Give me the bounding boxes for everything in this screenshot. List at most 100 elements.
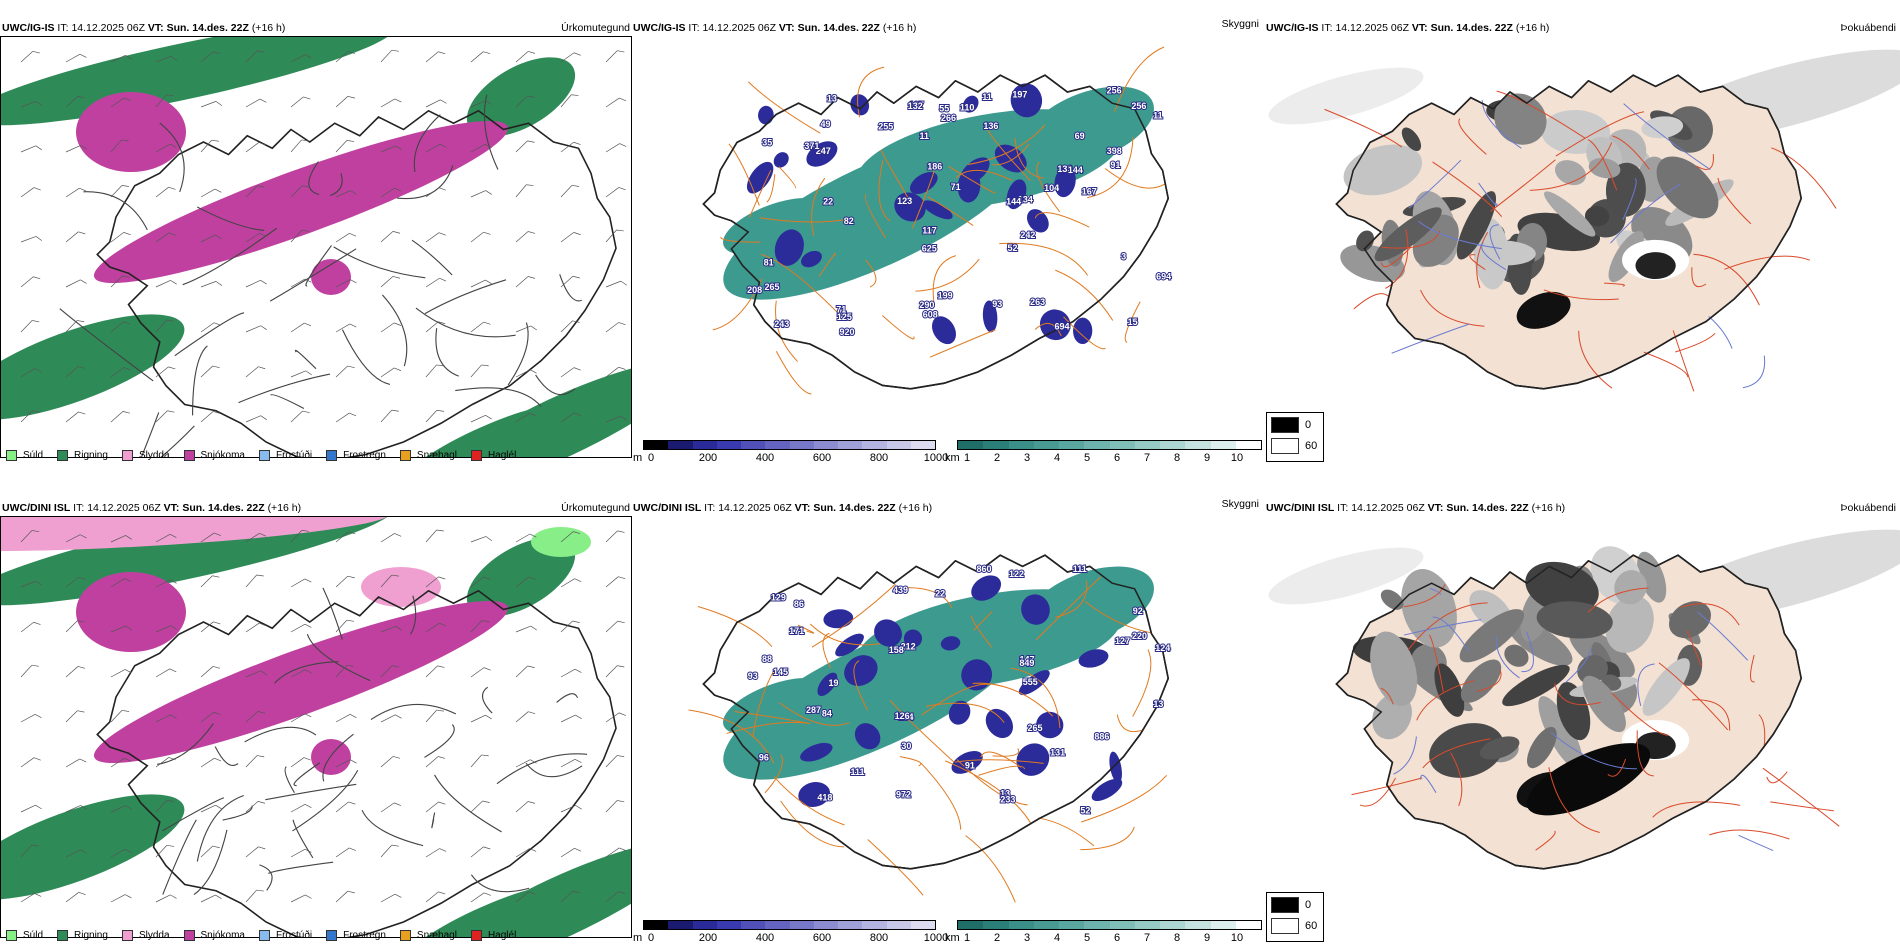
wind-barb-flag — [571, 94, 579, 96]
ceiling-area — [961, 659, 993, 691]
wind-barb — [515, 95, 528, 108]
wind-barb-flag — [574, 412, 582, 416]
wind-barb — [560, 578, 575, 588]
cloud-title: Skyggni — [1221, 498, 1259, 510]
ceiling-value: 13 — [827, 94, 837, 104]
wind-barb — [515, 140, 528, 153]
road-line — [728, 143, 760, 206]
precip-map[interactable] — [0, 36, 632, 458]
vt-label: VT: — [163, 502, 180, 514]
colorbar-step — [1008, 441, 1034, 449]
wind-barb — [605, 800, 618, 813]
wind-barb-flag — [79, 187, 87, 192]
road-line — [1034, 322, 1062, 337]
colorbar-step — [1235, 921, 1261, 929]
model-name: UWC/IG-IS — [1266, 22, 1319, 34]
fog-map[interactable] — [1266, 36, 1900, 446]
cloud-map[interactable]: 197 167 139 110 69 134 81 91 144 136 107 186 290 263 6… — [633, 36, 1265, 446]
ceiling-tick: 1000 — [923, 452, 949, 464]
wind-barb-flag — [215, 804, 222, 810]
wind-barb — [245, 622, 260, 633]
visibility-area — [723, 197, 830, 255]
wind-barb-flag — [346, 619, 354, 622]
wind-barb-flag — [527, 276, 536, 279]
road-line — [948, 165, 996, 194]
ceiling-value: 860 — [976, 564, 991, 574]
colorbar-step — [765, 921, 790, 929]
road-line — [1766, 771, 1788, 784]
road-line — [483, 94, 499, 170]
fog-map-svg — [1268, 529, 1900, 870]
snow-area — [311, 259, 351, 295]
ceiling-area — [817, 672, 838, 696]
wind-barb — [155, 410, 168, 423]
wind-barb — [605, 620, 618, 633]
wind-barb-flag — [394, 893, 402, 898]
wind-barb-flag — [125, 535, 132, 540]
visibility-area — [723, 677, 830, 735]
wind-barb-flag — [394, 802, 401, 806]
wind-barb-flag — [617, 620, 625, 624]
wind-barb-flag — [392, 756, 401, 759]
road-line — [1521, 631, 1534, 673]
cloud-panel: UWC/IG-IS IT: 14.12.2025 06Z VT: Sun. 14… — [633, 14, 1265, 464]
wind-barb — [605, 891, 619, 903]
wind-barb-flag — [391, 49, 399, 52]
wind-barb — [155, 94, 167, 108]
wind-barb-flag — [33, 187, 41, 191]
precip-map[interactable] — [0, 516, 632, 938]
fog-map[interactable] — [1266, 516, 1900, 926]
legend-label: Frostúði — [275, 930, 313, 941]
wind-barb — [425, 277, 440, 288]
wind-barb — [290, 370, 306, 378]
legend-swatch — [258, 930, 270, 941]
wind-barb-flag — [121, 185, 130, 187]
wind-barb — [110, 411, 124, 423]
snow-area — [104, 683, 318, 751]
wind-barb — [470, 667, 485, 678]
road-line — [1565, 648, 1592, 683]
wind-barb-flag — [395, 145, 402, 151]
road-line — [1084, 601, 1151, 634]
wind-barb — [425, 410, 438, 423]
wind-barb — [425, 99, 441, 108]
wind-barb-flag — [529, 848, 537, 852]
wind-barb-flag — [437, 665, 445, 668]
wind-barb-flag — [530, 625, 537, 631]
wind-barb — [515, 325, 531, 333]
legend-item: Frostúði — [258, 450, 312, 461]
wind-barb-flag — [305, 54, 312, 59]
wind-barb-flag — [527, 231, 536, 234]
wind-barb-flag — [617, 665, 625, 668]
wind-barb — [380, 231, 394, 243]
road-line — [956, 759, 1028, 806]
road-line — [760, 253, 838, 314]
road-line — [1691, 267, 1707, 288]
road-line — [294, 349, 317, 370]
fog-area — [1504, 644, 1529, 667]
wind-barb — [515, 369, 531, 378]
ceiling-tick: 600 — [812, 452, 832, 464]
snow-area — [76, 572, 186, 652]
forecast-row: UWC/IG-IS IT: 14.12.2025 06Z VT: Sun. 14… — [0, 0, 1900, 470]
wind-barb — [20, 236, 37, 243]
wind-barb-flag — [212, 845, 220, 849]
wind-barb — [605, 97, 620, 108]
wind-barb — [290, 410, 303, 423]
colorbar-step — [668, 441, 693, 449]
wind-barb-flag — [304, 578, 312, 583]
colorbar-step — [886, 441, 911, 449]
wind-barb — [155, 714, 171, 723]
cloud-map[interactable]: 212 131 134 88 126 127 92 124 886 439 220 860 555 91 3… — [633, 516, 1265, 926]
wind-barb-flag — [438, 801, 446, 805]
wind-barb — [290, 623, 306, 633]
road-line — [1770, 801, 1834, 812]
road-line — [1696, 611, 1749, 661]
road-line — [945, 760, 1032, 824]
wind-barb-flag — [259, 622, 267, 627]
road-line — [971, 615, 993, 648]
legend-label: Snæhagl — [416, 450, 457, 461]
ceiling-area — [932, 316, 957, 345]
legend-item: Frostúði — [258, 930, 313, 941]
ceiling-area — [985, 708, 1014, 739]
